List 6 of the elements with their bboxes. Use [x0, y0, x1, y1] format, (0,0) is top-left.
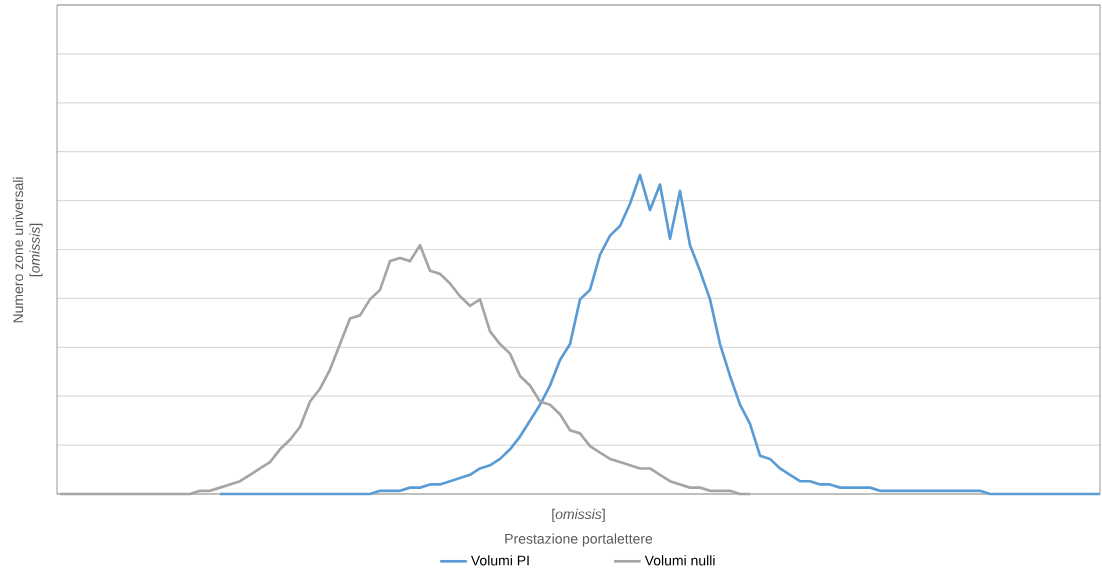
legend-label: Volumi nulli [644, 555, 715, 566]
y-axis-title: Numero zone universali [12, 177, 24, 323]
legend-label: Volumi PI [470, 555, 529, 566]
text: [omissis] [29, 223, 43, 277]
x-axis-title: Prestazione portalettere [505, 533, 653, 547]
text: [omissis] [552, 508, 605, 522]
